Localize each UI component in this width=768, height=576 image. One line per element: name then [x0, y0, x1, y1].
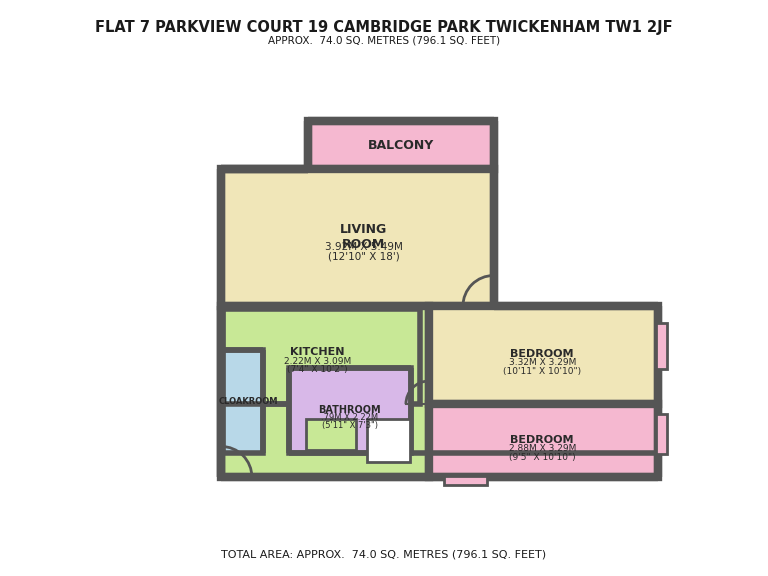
- Text: 2.88M X 3.29M: 2.88M X 3.29M: [508, 445, 576, 453]
- Text: 3.32M X 3.29M: 3.32M X 3.29M: [508, 358, 576, 367]
- Text: FLAT 7 PARKVIEW COURT 19 CAMBRIDGE PARK TWICKENHAM TW1 2JF: FLAT 7 PARKVIEW COURT 19 CAMBRIDGE PARK …: [95, 20, 673, 35]
- Text: APPROX.  74.0 SQ. METRES (796.1 SQ. FEET): APPROX. 74.0 SQ. METRES (796.1 SQ. FEET): [268, 36, 500, 46]
- Text: TOTAL AREA: APPROX.  74.0 SQ. METRES (796.1 SQ. FEET): TOTAL AREA: APPROX. 74.0 SQ. METRES (796…: [221, 550, 547, 560]
- Bar: [445, 476, 487, 485]
- Bar: [429, 404, 657, 478]
- Text: (5'11" X 7'3"): (5'11" X 7'3"): [322, 421, 378, 430]
- Bar: [221, 169, 494, 306]
- Bar: [306, 419, 356, 450]
- Text: 2.22M X 3.09M: 2.22M X 3.09M: [283, 357, 351, 366]
- Text: KITCHEN: KITCHEN: [290, 347, 345, 358]
- Text: (9'5" X 10'10"): (9'5" X 10'10"): [509, 453, 575, 462]
- Text: BATHROOM: BATHROOM: [319, 406, 381, 415]
- Text: BEDROOM: BEDROOM: [511, 349, 574, 359]
- Bar: [223, 350, 263, 453]
- Text: LIVING
ROOM: LIVING ROOM: [340, 223, 387, 251]
- Text: (10'11" X 10'10"): (10'11" X 10'10"): [503, 367, 581, 376]
- Bar: [656, 414, 667, 454]
- Text: (12'10" X 18'): (12'10" X 18'): [328, 251, 399, 262]
- Text: CLOAKROOM: CLOAKROOM: [219, 397, 278, 406]
- Text: .79M X 2.22M: .79M X 2.22M: [321, 414, 379, 422]
- Text: BEDROOM: BEDROOM: [511, 435, 574, 445]
- Bar: [429, 306, 657, 404]
- Text: (7'4" X 10'2"): (7'4" X 10'2"): [287, 365, 348, 374]
- Text: BALCONY: BALCONY: [367, 139, 434, 152]
- Bar: [289, 368, 412, 453]
- Bar: [367, 419, 410, 462]
- Bar: [223, 309, 420, 404]
- Bar: [308, 122, 494, 169]
- Text: 3.92M X 5.49M: 3.92M X 5.49M: [325, 242, 402, 252]
- Bar: [656, 323, 667, 369]
- Bar: [221, 306, 429, 478]
